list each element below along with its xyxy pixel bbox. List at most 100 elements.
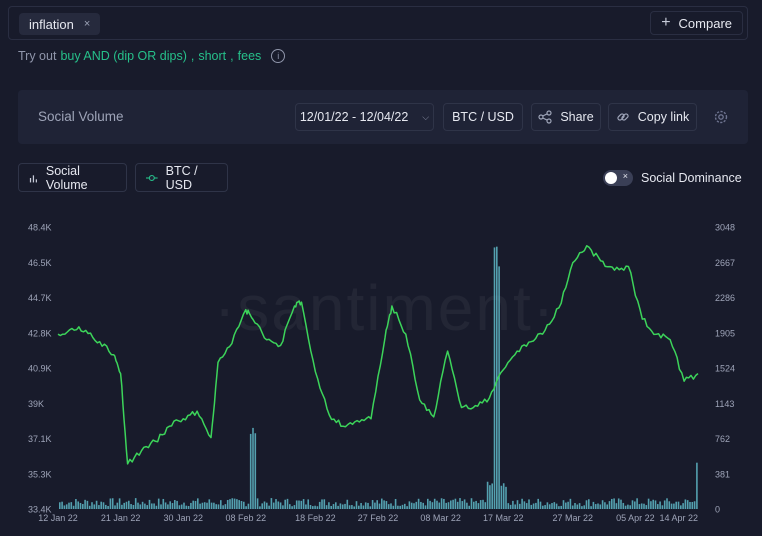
suggestion-link[interactable]: fees (237, 49, 262, 63)
volume-bar (436, 500, 438, 509)
volume-bar (75, 499, 77, 509)
search-chip[interactable]: inflation × (19, 13, 101, 35)
volume-bar (491, 483, 493, 509)
volume-bar (459, 498, 461, 509)
volume-bar (307, 499, 309, 509)
volume-bar (130, 504, 132, 509)
pair-button[interactable]: BTC / USD (443, 103, 523, 131)
chart-area[interactable]: ·santiment· 48.4K 46.5K 44.7K 42.8K 40.9K 39K… (0, 215, 762, 531)
date-range-button[interactable]: 12/01/22 - 12/04/22 ⌵ (295, 103, 434, 131)
volume-bar (132, 504, 135, 509)
volume-bar (530, 504, 533, 509)
volume-bar (266, 502, 268, 509)
volume-bar (438, 502, 441, 509)
volume-bar (302, 499, 305, 509)
volume-bar (68, 502, 70, 509)
volume-bar (213, 502, 215, 509)
social-volume-metric-button[interactable]: Social Volume (18, 163, 127, 192)
search-bar[interactable]: inflation × + Compare (8, 6, 748, 40)
volume-bar (397, 505, 399, 509)
volume-bar (643, 503, 645, 509)
volume-bar (654, 500, 657, 509)
volume-bar (284, 499, 286, 509)
share-button[interactable]: Share (531, 103, 601, 131)
volume-bar (364, 502, 367, 509)
toggle-knob (605, 172, 617, 184)
volume-bar (622, 502, 625, 509)
volume-bar (162, 498, 165, 509)
volume-bar (551, 503, 553, 509)
compare-button[interactable]: + Compare (650, 11, 743, 35)
volume-bar (431, 502, 434, 509)
chip-close-icon[interactable]: × (83, 18, 91, 30)
volume-bar (493, 247, 496, 509)
volume-bar (604, 502, 606, 509)
volume-bar (666, 498, 668, 509)
volume-bar (107, 505, 109, 509)
volume-bar (599, 504, 602, 509)
volume-bar (463, 499, 466, 509)
suggestion-link[interactable]: buy AND (dip OR dips) (60, 49, 187, 63)
volume-bar (489, 485, 491, 509)
suggestion-separator: , (190, 49, 195, 63)
volume-bar (314, 505, 316, 509)
volume-bar (532, 503, 535, 509)
info-icon[interactable]: i (271, 49, 286, 63)
volume-bar (328, 502, 330, 509)
volume-bar (663, 500, 666, 509)
volume-bar (252, 427, 254, 509)
volume-bar (450, 500, 452, 509)
try-out-suggestions: Try out buy AND (dip OR dips), short, fe… (18, 49, 286, 63)
volume-bar (164, 502, 167, 509)
chart-panel-header: Social Volume 12/01/22 - 12/04/22 ⌵ BTC … (18, 90, 748, 144)
volume-bar (519, 503, 521, 509)
volume-bar (332, 504, 335, 509)
compare-label: Compare (678, 15, 732, 31)
volume-bar (597, 503, 599, 509)
volume-bar (498, 266, 500, 509)
volume-bar (229, 499, 231, 509)
volume-bar (63, 505, 66, 509)
right-axis-tick-label: 1905 (715, 328, 735, 338)
volume-bar (116, 502, 119, 509)
suggestion-separator: , (230, 49, 234, 63)
volume-bar (185, 505, 188, 509)
copy-link-button[interactable]: Copy link (608, 103, 697, 131)
volume-bar (197, 498, 199, 509)
search-chip-label: inflation (29, 16, 74, 32)
volume-bar (413, 503, 415, 509)
suggestion-link[interactable]: short (198, 49, 227, 63)
volume-bar (376, 500, 378, 509)
volume-bar (139, 504, 142, 509)
volume-bar (298, 500, 300, 509)
volume-bar (153, 503, 155, 509)
volume-bar (636, 498, 638, 509)
volume-bar (624, 505, 627, 509)
volume-bar (415, 501, 418, 509)
volume-bar (537, 498, 539, 509)
date-range-label: 12/01/22 - 12/04/22 (299, 110, 409, 124)
gear-icon[interactable] (712, 108, 730, 126)
volume-bar (590, 506, 592, 509)
volume-bar (206, 502, 208, 509)
social-dominance-toggle[interactable]: × (603, 170, 633, 186)
social-dominance-toggle-wrap: × Social Dominance (603, 170, 742, 186)
volume-bar (155, 505, 158, 509)
btc-usd-metric-button[interactable]: BTC / USD (135, 163, 228, 192)
volume-bar (539, 501, 542, 509)
volume-bar (548, 504, 551, 509)
volume-bar (84, 499, 86, 509)
left-axis-tick-label: 44.7K (28, 293, 52, 303)
volume-bar (137, 502, 139, 509)
volume-bar (291, 506, 293, 509)
left-axis-tick-label: 37.1K (28, 434, 52, 444)
volume-bar (305, 504, 307, 509)
volume-bar (312, 506, 314, 509)
volume-bar (240, 501, 243, 509)
volume-bar (259, 506, 261, 509)
volume-bar (325, 505, 328, 509)
volume-bar (270, 498, 273, 509)
bar-chart-icon (29, 174, 37, 182)
pair-label: BTC / USD (452, 110, 514, 124)
volume-bar (247, 503, 250, 509)
